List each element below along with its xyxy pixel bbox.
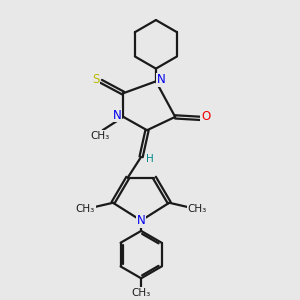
Text: N: N [157,74,166,86]
Text: O: O [201,110,210,123]
Text: S: S [92,74,100,86]
Text: N: N [112,109,121,122]
Text: H: H [146,154,153,164]
Text: CH₃: CH₃ [90,130,109,140]
Text: CH₃: CH₃ [131,287,151,298]
Text: CH₃: CH₃ [76,204,95,214]
Text: N: N [137,214,146,227]
Text: CH₃: CH₃ [187,204,206,214]
